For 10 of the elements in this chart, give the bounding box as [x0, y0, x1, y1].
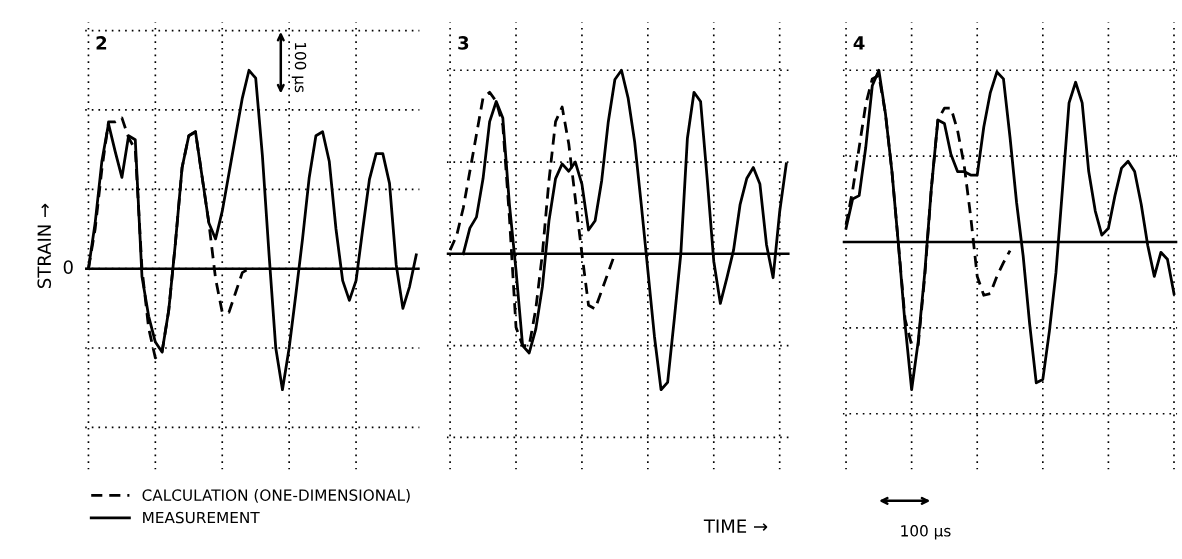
chart-title: 2 [96, 36, 107, 50]
chart-title: 3 [458, 36, 469, 50]
legend-label: MEASUREMENT [143, 511, 260, 524]
y-axis-title: STRAIN → [37, 203, 52, 288]
legend-label: CALCULATION (ONE-DIMENSIONAL) [142, 489, 410, 503]
x-axis-title: TIME → [703, 519, 768, 533]
text: 100 µs [901, 525, 951, 540]
chart-title: 4 [853, 36, 865, 50]
annotation: 100 µs [291, 42, 307, 93]
text: 0 [63, 260, 73, 274]
